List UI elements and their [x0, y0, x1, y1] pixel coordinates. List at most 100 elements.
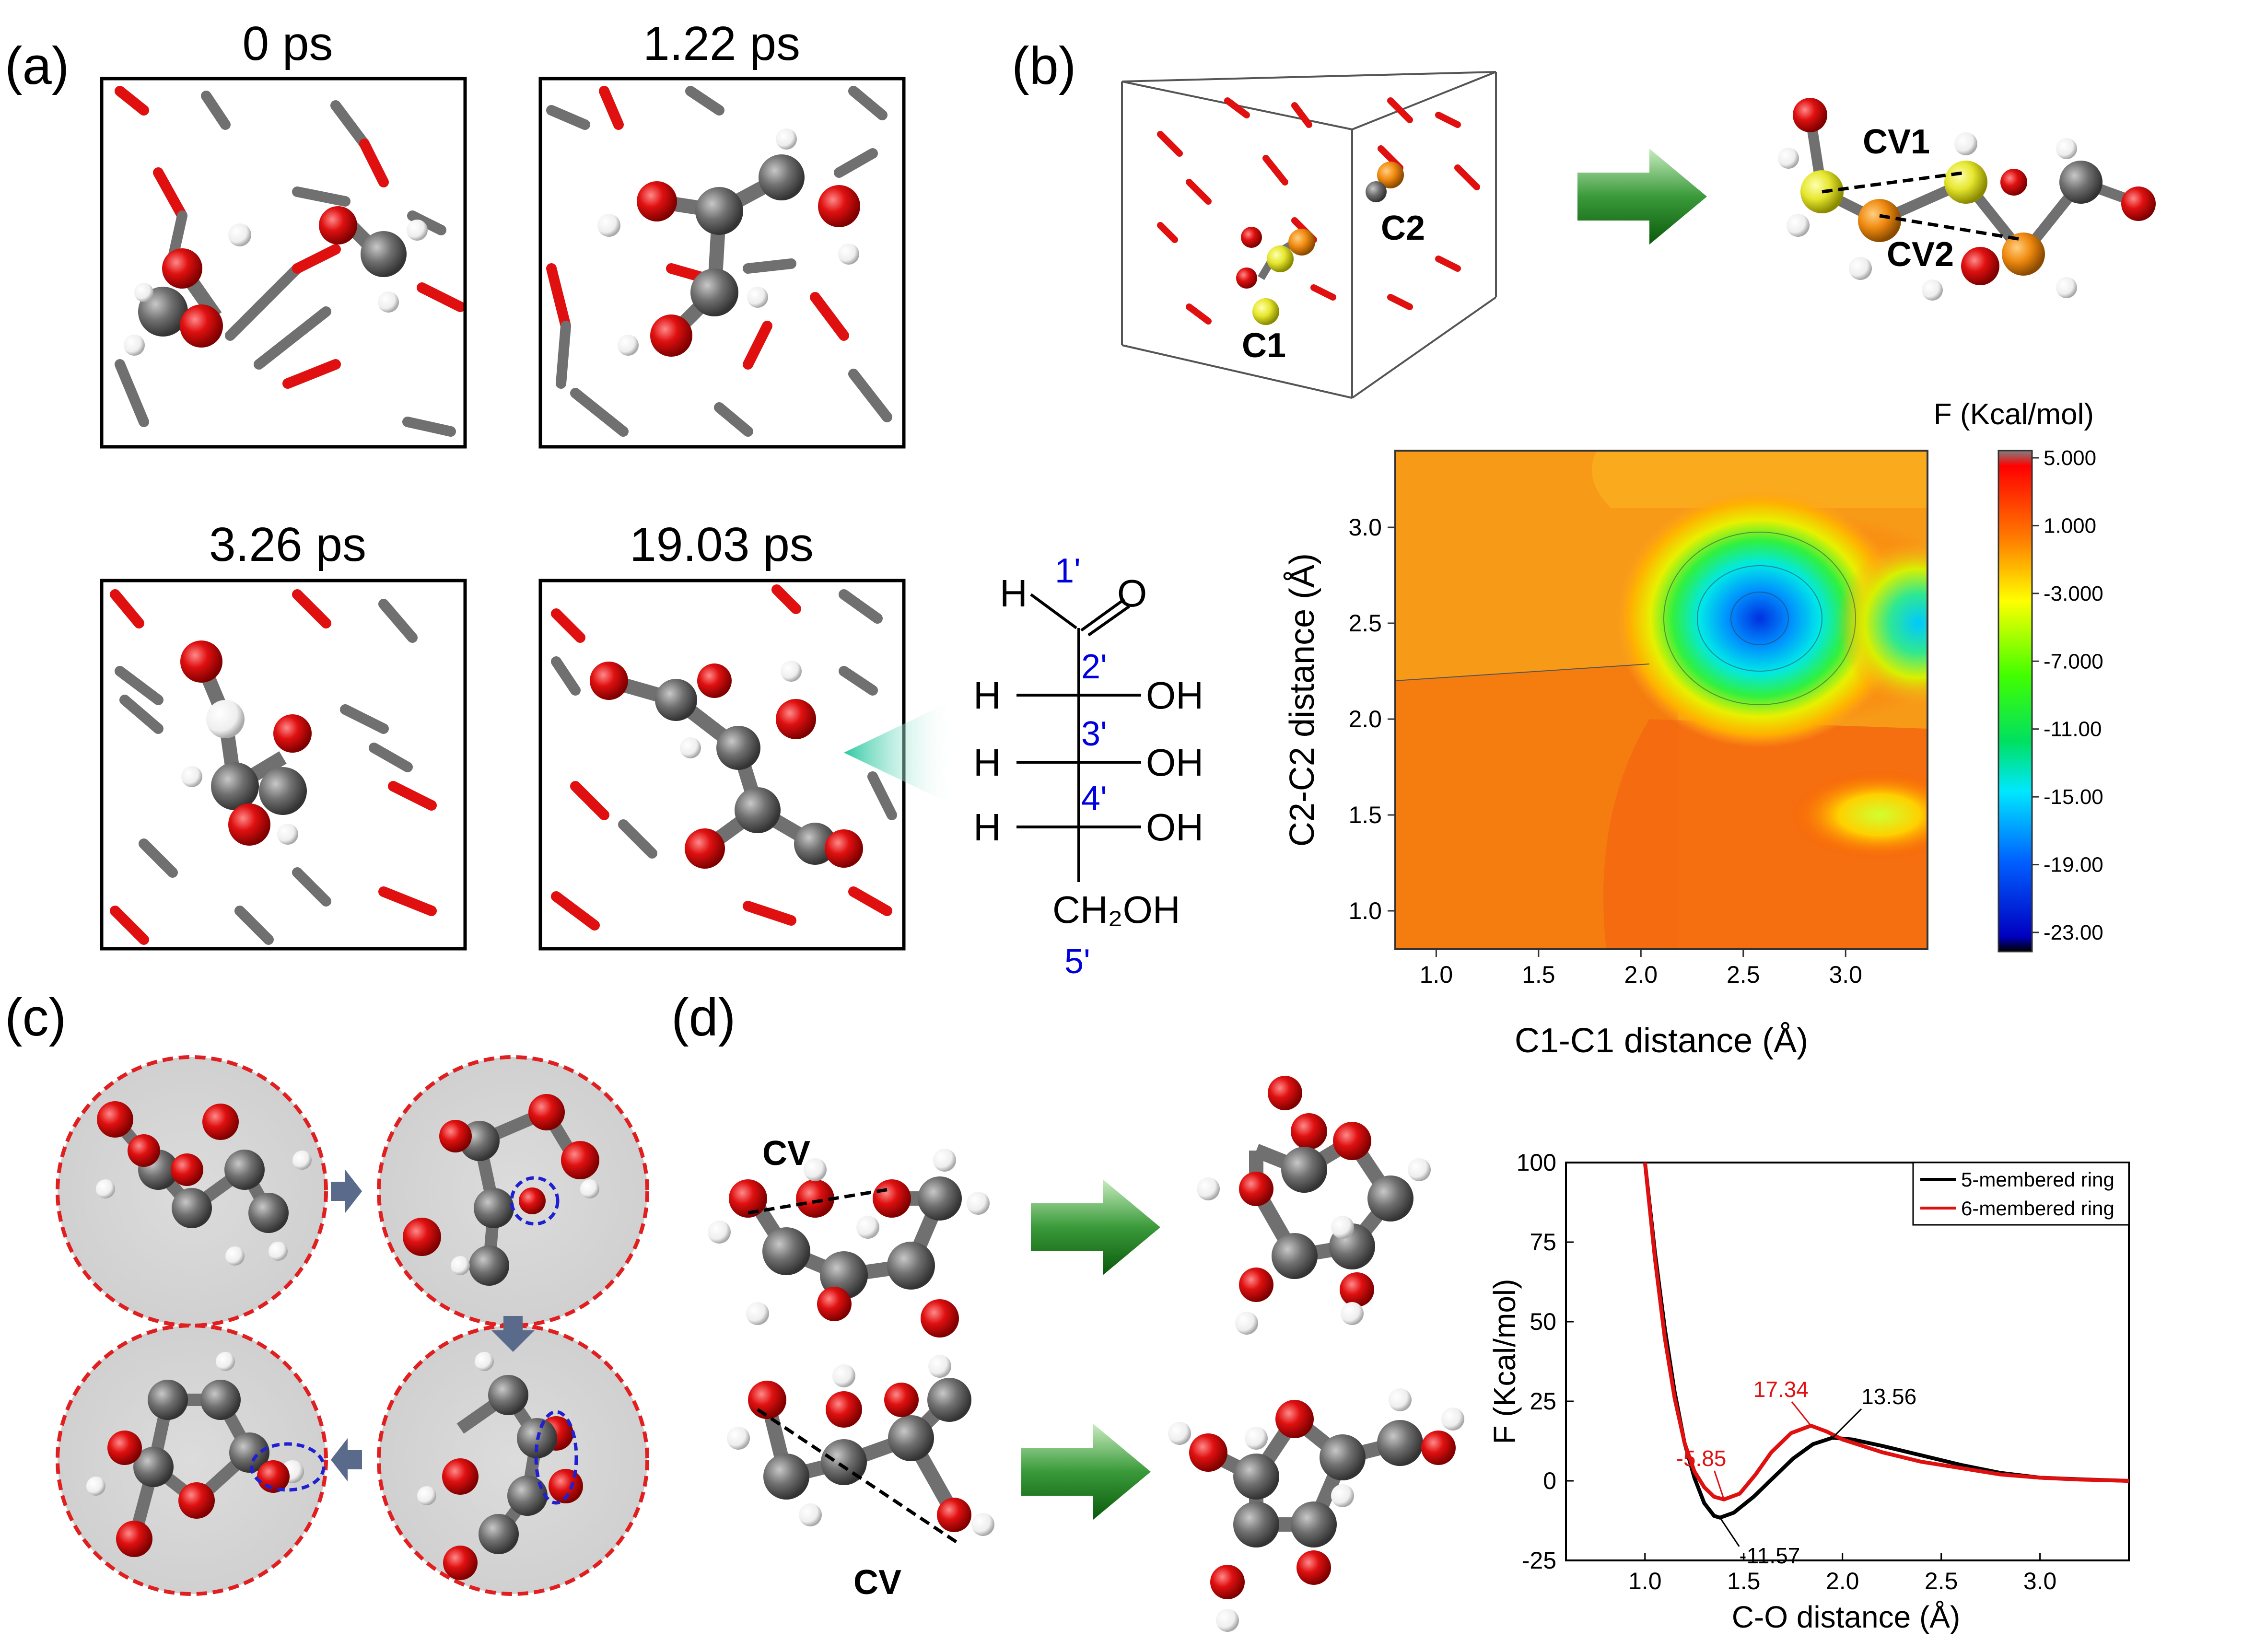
annotation-leader [1719, 1517, 1740, 1547]
annotation-leader [1832, 1408, 1862, 1439]
fischer-num-1: 1' [1055, 552, 1081, 590]
annotation-leader [1791, 1401, 1811, 1426]
cv2-label: CV2 [1887, 235, 1954, 274]
map-x-tick-label: 1.0 [1420, 961, 1453, 988]
map-x-axis-title: C1-C1 distance (Å) [1515, 1022, 1808, 1060]
line-x-tick-label: 2.5 [1925, 1568, 1958, 1594]
fischer-bottom: CH₂OH [1052, 888, 1180, 931]
fischer-top-h: H [1000, 572, 1028, 615]
fischer-num-2: 2' [1081, 648, 1107, 686]
stage-disk-3 [377, 1324, 649, 1596]
map-y-tick-label: 2.0 [1348, 706, 1382, 733]
cb-tick-label: -15.00 [2044, 785, 2103, 809]
snapshot-frame-0 [100, 77, 467, 449]
fischer-right-4: OH [1146, 806, 1203, 849]
cb-tick-label: -23.00 [2044, 921, 2103, 944]
snapshot-1-molecules [546, 86, 892, 437]
annotation-leader [1714, 1470, 1725, 1500]
cb-tick-label: -19.00 [2044, 853, 2103, 877]
d-bottom-reactant [727, 1355, 994, 1545]
snapshot-time-3: 19.03 ps [630, 518, 814, 571]
colorbar-title: F (Kcal/mol) [1934, 398, 2094, 431]
stage-disk-4 [56, 1324, 328, 1596]
map-y-tick-label: 1.0 [1348, 897, 1382, 924]
d-bottom-product [1168, 1388, 1464, 1632]
cb-tick-label: -11.00 [2044, 718, 2102, 741]
fischer-num-5: 5' [1064, 942, 1090, 981]
map-x-tick-label: 2.0 [1624, 961, 1658, 988]
snapshot-time-0: 0 ps [242, 17, 333, 70]
panel-label-a: (a) [5, 36, 69, 95]
snapshot-0-molecules [115, 86, 465, 437]
map-y-ticks: 1.0 1.5 2.0 2.5 3.0 [1348, 514, 1395, 924]
line-y-tick-label: 100 [1517, 1149, 1556, 1176]
arrow-down-icon [491, 1316, 535, 1352]
annotation-label: 13.56 [1861, 1384, 1916, 1409]
box-water-molecules [1157, 97, 1480, 325]
colorbar [1997, 450, 2033, 953]
line-x-tick-label: 1.5 [1727, 1568, 1761, 1594]
line-chart-frame [1565, 1162, 2130, 1561]
map-x-tick-label: 1.5 [1522, 961, 1555, 988]
cb-tick-label: 1.000 [2044, 514, 2096, 537]
well-lower [1788, 769, 1927, 861]
d-top-product [1197, 1076, 1431, 1335]
cv1-label: CV1 [1863, 123, 1930, 161]
fischer-top-o: O [1117, 572, 1147, 615]
fischer-right-3: OH [1146, 741, 1203, 784]
fischer-left-4: H [973, 806, 1001, 849]
cb-tick-label: 5.000 [2044, 446, 2096, 470]
fischer-num-4: 4' [1081, 779, 1107, 818]
map-x-ticks: 1.0 1.5 2.0 2.5 3.0 [1420, 949, 1862, 988]
arrow-right-icon [331, 1170, 362, 1213]
line-x-tick-label: 3.0 [2023, 1568, 2057, 1594]
d-top-arrow-icon [1031, 1179, 1160, 1275]
line-y-tick-label: 75 [1530, 1229, 1556, 1256]
cb-tick-label: -7.000 [2044, 650, 2103, 673]
fischer-left-2: H [973, 674, 1001, 717]
colorbar-ticks: 5.000 1.000 -3.000 -7.000 -11.00 -15.00 -19.00… [2032, 446, 2103, 944]
annotation-label: 17.34 [1753, 1377, 1809, 1402]
map-x-tick-label: 2.5 [1727, 961, 1760, 988]
line-x-tick-label: 1.0 [1628, 1568, 1662, 1594]
map-upper-band [1592, 451, 1927, 508]
fischer-right-2: OH [1146, 674, 1203, 717]
green-arrow-icon [1577, 149, 1707, 244]
line-chart-series [1643, 1163, 2129, 1520]
map-y-tick-label: 1.5 [1348, 802, 1382, 828]
series-line-6-membered [1643, 1163, 2129, 1501]
line-y-tick-label: 25 [1530, 1388, 1556, 1415]
box-label-c1: C1 [1242, 326, 1286, 365]
stage-disk-2 [377, 1055, 649, 1327]
d-top-reactant [708, 1149, 990, 1338]
line-y-tick-label: 50 [1530, 1308, 1556, 1335]
snapshot-frame-1 [538, 77, 906, 449]
snapshot-2-molecules [110, 589, 437, 945]
fischer-num-3: 3' [1081, 715, 1107, 753]
panel-label-b: (b) [1012, 36, 1076, 95]
map-y-axis-title: C2-C2 distance (Å) [1283, 553, 1321, 847]
legend-label-5: 5-membered ring [1961, 1168, 2114, 1191]
well-right [1836, 539, 1927, 707]
cb-tick-label: -3.000 [2044, 582, 2103, 605]
cv-label-top: CV [762, 1134, 810, 1173]
legend-label-6: 6-membered ring [1961, 1197, 2114, 1220]
snapshot-frame-2 [100, 579, 467, 951]
line-y-tick-label: 0 [1543, 1467, 1556, 1494]
line-y-tick-label: -25 [1522, 1547, 1556, 1574]
annotation-label: -11.57 [1739, 1543, 1800, 1568]
snapshot-3-molecules [551, 584, 897, 931]
line-chart-annotations: 17.34 13.56 -5.85 -11.57 [1676, 1377, 1917, 1568]
annotation-label: -5.85 [1676, 1446, 1727, 1471]
fischer-left-3: H [973, 741, 1001, 784]
line-legend: 5-membered ring 6-membered ring [1912, 1162, 2130, 1226]
line-x-tick-label: 2.0 [1826, 1568, 1859, 1594]
simulation-box [1121, 71, 1497, 399]
stage-disk-1 [56, 1055, 328, 1327]
stage-arrows [331, 1170, 535, 1481]
map-x-tick-label: 3.0 [1829, 961, 1862, 988]
teal-arrow-icon [844, 700, 954, 805]
line-y-axis-title: F (Kcal/mol) [1487, 1279, 1522, 1444]
